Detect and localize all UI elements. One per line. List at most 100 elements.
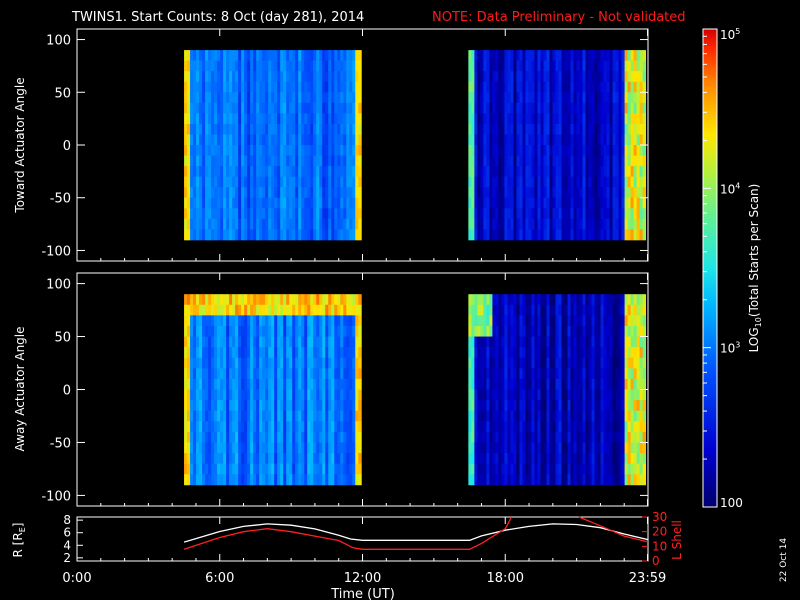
away-cell xyxy=(612,400,616,412)
away-cell xyxy=(346,368,350,380)
toward-cell xyxy=(262,155,266,167)
away-cell xyxy=(325,431,329,443)
away-cell xyxy=(591,357,595,369)
away-cell xyxy=(510,336,514,348)
toward-cell xyxy=(217,218,221,230)
toward-cell xyxy=(283,134,287,146)
toward-cell xyxy=(292,197,296,209)
away-cell xyxy=(286,368,290,380)
away-cell xyxy=(642,474,647,486)
away-cell xyxy=(642,410,647,422)
away-cell xyxy=(211,421,215,433)
toward-cell xyxy=(211,50,215,62)
away-cell xyxy=(295,431,299,443)
toward-cell xyxy=(486,187,490,199)
toward-cell xyxy=(199,155,203,167)
away-cell xyxy=(555,304,559,316)
away-cell xyxy=(313,400,317,412)
toward-cell xyxy=(525,197,529,209)
toward-cell xyxy=(585,60,589,72)
toward-cell xyxy=(346,218,350,230)
away-cell xyxy=(343,463,347,475)
away-cell xyxy=(337,453,341,465)
away-cell xyxy=(492,453,496,465)
toward-cell xyxy=(615,134,619,146)
away-cell xyxy=(265,325,269,337)
away-ytick-label-0: 100 xyxy=(46,278,71,293)
toward-cell xyxy=(328,166,332,178)
orbit-left-tick-label-0: 8 xyxy=(63,513,71,527)
toward-cell xyxy=(193,155,197,167)
away-cell xyxy=(295,336,299,348)
toward-cell xyxy=(205,92,209,104)
toward-cell xyxy=(193,113,197,125)
toward-cell xyxy=(564,71,568,83)
away-cell xyxy=(594,315,598,327)
away-cell xyxy=(244,378,248,390)
toward-cell xyxy=(492,208,496,220)
away-cell xyxy=(343,400,347,412)
toward-cell xyxy=(591,166,595,178)
toward-cell xyxy=(570,208,574,220)
toward-cell xyxy=(600,229,604,241)
away-cell xyxy=(250,357,254,369)
away-cell xyxy=(618,294,622,306)
away-cell xyxy=(642,315,647,327)
toward-cell xyxy=(199,166,203,178)
toward-cell xyxy=(600,60,604,72)
side-date-stamp: 22 Oct 14 xyxy=(779,538,789,582)
away-cell xyxy=(591,474,595,486)
l-shell-line-seg-1 xyxy=(578,516,649,543)
away-cell xyxy=(561,400,565,412)
away-cell xyxy=(504,400,508,412)
away-cell xyxy=(265,421,269,433)
away-cell xyxy=(277,453,281,465)
toward-cell xyxy=(265,218,269,230)
toward-cell xyxy=(196,145,200,156)
away-cell xyxy=(322,294,326,306)
away-cell xyxy=(525,304,529,316)
toward-cell xyxy=(477,81,481,93)
toward-cell xyxy=(489,113,493,125)
away-cell xyxy=(349,400,353,412)
toward-cell xyxy=(612,60,616,72)
toward-cell xyxy=(331,208,335,220)
toward-cell xyxy=(468,134,472,146)
toward-cell xyxy=(298,60,302,72)
toward-cell xyxy=(567,166,571,178)
toward-cell xyxy=(612,145,616,156)
toward-cell xyxy=(211,123,215,135)
toward-cell xyxy=(615,71,619,83)
toward-cell xyxy=(205,155,209,167)
toward-cell xyxy=(349,102,353,114)
toward-cell xyxy=(561,145,565,156)
away-cell xyxy=(349,325,353,337)
away-cell xyxy=(501,304,505,316)
toward-cell xyxy=(268,176,272,188)
toward-cell xyxy=(534,166,538,178)
toward-cell xyxy=(558,208,562,220)
toward-cell xyxy=(627,50,631,62)
toward-ytick-label-0: 100 xyxy=(46,34,71,49)
away-cell xyxy=(193,357,197,369)
toward-cell xyxy=(265,166,269,178)
away-cell xyxy=(301,315,305,327)
toward-cell xyxy=(531,187,535,199)
toward-cell xyxy=(313,81,317,93)
toward-cell xyxy=(313,229,317,241)
toward-cell xyxy=(292,50,296,62)
toward-cell xyxy=(606,197,610,209)
away-cell xyxy=(603,357,607,369)
toward-cell xyxy=(253,71,257,83)
away-cell xyxy=(235,325,239,337)
toward-cell xyxy=(510,229,514,241)
away-cell xyxy=(298,400,302,412)
toward-cell xyxy=(271,145,275,156)
toward-cell xyxy=(519,50,523,62)
toward-cell xyxy=(567,134,571,146)
away-cell xyxy=(352,442,356,454)
toward-cell xyxy=(480,71,484,83)
away-cell xyxy=(184,400,188,412)
away-cell xyxy=(205,400,209,412)
toward-cell xyxy=(570,155,574,167)
